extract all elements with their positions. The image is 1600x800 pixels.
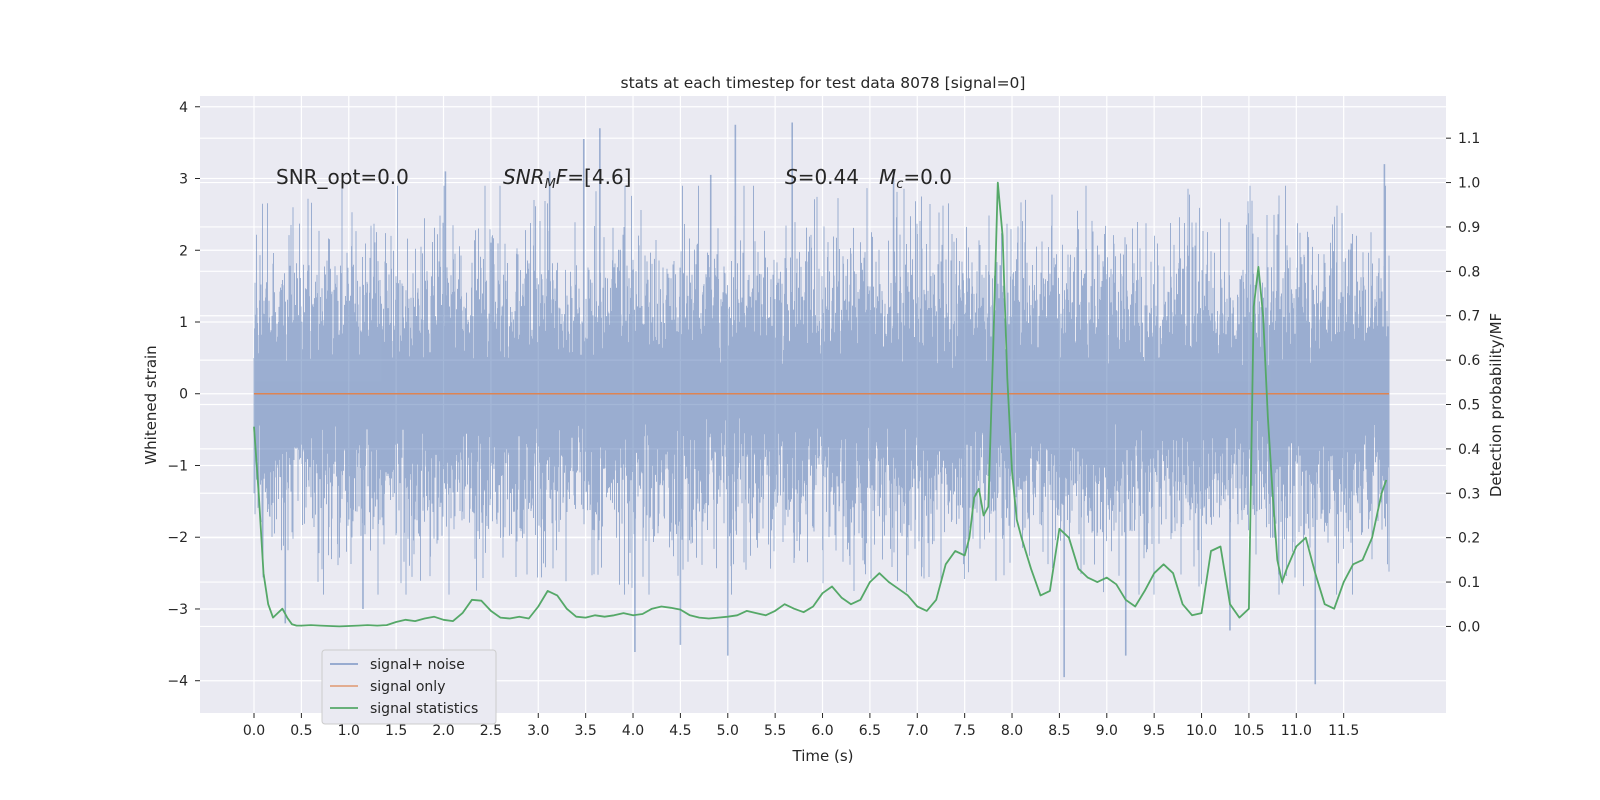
x-tick-label: 1.0 bbox=[338, 723, 360, 739]
axis-ticks: 0.0 0.5 1.0 1.5 2.0 2.5 3.0 3.5 4.0 4.5 5.0 5.5 6.0 6… bbox=[167, 100, 1480, 739]
x-tick-label: 2.5 bbox=[480, 723, 502, 739]
y2-tick-label: 0.7 bbox=[1458, 309, 1480, 325]
x-tick-label: 8.5 bbox=[1048, 723, 1070, 739]
x-tick-label: 11.5 bbox=[1328, 723, 1359, 739]
x-tick-label: 0.0 bbox=[243, 723, 265, 739]
x-tick-label: 2.0 bbox=[432, 723, 454, 739]
y-tick-label: −4 bbox=[167, 674, 188, 690]
x-tick-label: 5.0 bbox=[717, 723, 739, 739]
x-tick-label: 9.5 bbox=[1143, 723, 1165, 739]
y2-tick-label: 0.1 bbox=[1458, 575, 1480, 591]
x-tick-label: 4.5 bbox=[669, 723, 691, 739]
y-axis-label: Whitened strain bbox=[142, 345, 160, 464]
legend-label-statistics: signal statistics bbox=[370, 701, 478, 717]
noise-trace bbox=[253, 185, 1390, 595]
y2-tick-label: 0.3 bbox=[1458, 486, 1480, 502]
y-tick-label: 4 bbox=[179, 100, 188, 116]
annotation-snr-opt: SNR_opt=0.0 bbox=[276, 165, 409, 189]
y2-tick-label: 0.5 bbox=[1458, 398, 1480, 414]
y-tick-label: −3 bbox=[167, 602, 188, 618]
x-tick-label: 3.5 bbox=[575, 723, 597, 739]
noise-series bbox=[253, 122, 1390, 685]
y2-tick-label: 0.9 bbox=[1458, 220, 1480, 236]
x-tick-label: 4.0 bbox=[622, 723, 644, 739]
y2-tick-label: 1.0 bbox=[1458, 176, 1480, 192]
y-tick-label: −1 bbox=[167, 458, 188, 474]
legend-label-noise: signal+ noise bbox=[370, 657, 465, 673]
x-tick-label: 10.0 bbox=[1186, 723, 1217, 739]
chart-title: stats at each timestep for test data 807… bbox=[621, 74, 1026, 92]
y2-tick-label: 0.6 bbox=[1458, 353, 1480, 369]
y-tick-label: −2 bbox=[167, 530, 188, 546]
y2-axis-label: Detection probability/MF bbox=[1487, 313, 1505, 497]
x-tick-label: 6.0 bbox=[811, 723, 833, 739]
x-tick-label: 10.5 bbox=[1233, 723, 1264, 739]
x-tick-label: 0.5 bbox=[290, 723, 312, 739]
y2-tick-label: 0.2 bbox=[1458, 531, 1480, 547]
signal-statistics-line bbox=[253, 181, 1388, 628]
legend-label-signal-only: signal only bbox=[370, 679, 445, 695]
x-tick-label: 7.5 bbox=[954, 723, 976, 739]
x-axis-label: Time (s) bbox=[792, 747, 854, 765]
legend: signal+ noise signal only signal statist… bbox=[321, 649, 497, 725]
x-tick-label: 7.0 bbox=[906, 723, 928, 739]
y-tick-label: 0 bbox=[179, 387, 188, 403]
annotation-s-value: S=0.44 bbox=[785, 165, 859, 189]
x-tick-label: 5.5 bbox=[764, 723, 786, 739]
y-tick-label: 1 bbox=[179, 315, 188, 331]
y2-tick-label: 1.1 bbox=[1458, 131, 1480, 147]
x-tick-label: 8.0 bbox=[1001, 723, 1023, 739]
x-tick-label: 1.5 bbox=[385, 723, 407, 739]
y2-tick-label: 0.4 bbox=[1458, 442, 1480, 458]
y2-tick-label: 0.8 bbox=[1458, 264, 1480, 280]
annotation-mc-value: Mc=0.0 bbox=[879, 165, 952, 192]
x-tick-label: 3.0 bbox=[527, 723, 549, 739]
x-tick-label: 11.0 bbox=[1281, 723, 1312, 739]
y-tick-label: 2 bbox=[179, 243, 188, 259]
y2-tick-label: 0.0 bbox=[1458, 619, 1480, 635]
x-tick-label: 6.5 bbox=[859, 723, 881, 739]
annotation-snr-mf: SNRMF=[4.6] bbox=[503, 165, 631, 192]
y-tick-label: 3 bbox=[179, 172, 188, 188]
x-tick-label: 9.0 bbox=[1096, 723, 1118, 739]
